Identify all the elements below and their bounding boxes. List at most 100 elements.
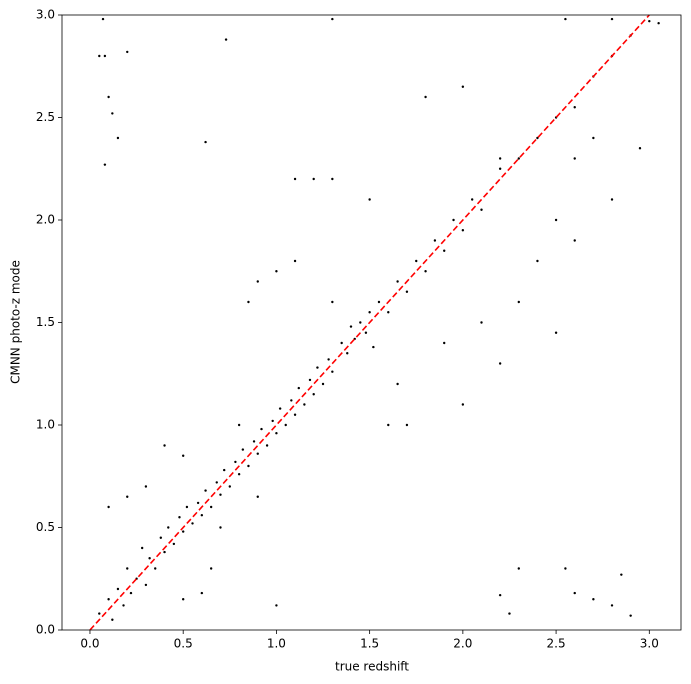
y-tick-label: 2.0 xyxy=(36,213,55,227)
point xyxy=(387,423,390,427)
plot-frame xyxy=(61,14,682,631)
y-tick-label: 0.0 xyxy=(36,623,55,637)
point xyxy=(297,386,300,390)
point xyxy=(592,136,595,140)
point xyxy=(215,481,218,484)
point xyxy=(178,516,181,519)
point xyxy=(331,300,334,304)
point xyxy=(331,177,334,181)
point xyxy=(219,493,222,496)
point xyxy=(209,505,213,509)
point xyxy=(517,300,520,304)
point xyxy=(103,163,107,166)
point xyxy=(234,460,237,464)
point xyxy=(405,290,409,293)
point xyxy=(252,440,256,443)
point xyxy=(265,444,269,447)
point xyxy=(498,593,502,597)
point xyxy=(126,567,129,570)
point xyxy=(256,495,259,498)
point xyxy=(312,177,315,181)
point xyxy=(377,300,381,304)
point xyxy=(247,464,250,468)
point xyxy=(163,550,166,554)
point xyxy=(638,147,642,150)
point xyxy=(237,473,241,476)
point xyxy=(275,270,278,273)
point xyxy=(200,591,204,595)
x-tick-label: 1.5 xyxy=(360,637,379,651)
point xyxy=(290,399,293,402)
point xyxy=(181,530,185,533)
point xyxy=(364,331,368,334)
point xyxy=(148,557,151,560)
point xyxy=(564,17,567,21)
point xyxy=(107,95,110,99)
point xyxy=(554,218,558,222)
point xyxy=(303,403,306,406)
y-tick-label: 1.0 xyxy=(36,418,55,432)
point xyxy=(498,157,502,160)
point xyxy=(443,341,446,345)
point xyxy=(321,382,325,386)
point xyxy=(159,536,163,539)
point xyxy=(126,495,129,498)
point xyxy=(396,382,399,386)
x-tick-label: 1.0 xyxy=(267,637,286,651)
point xyxy=(293,177,297,181)
point xyxy=(657,22,660,25)
point xyxy=(163,444,166,447)
point xyxy=(536,259,539,263)
point xyxy=(424,270,427,273)
point xyxy=(107,598,110,601)
point xyxy=(461,403,465,406)
point xyxy=(237,423,241,427)
x-tick-label: 2.0 xyxy=(453,637,472,651)
point xyxy=(256,280,259,283)
point xyxy=(433,239,437,242)
point xyxy=(129,591,133,595)
point xyxy=(424,95,427,99)
point xyxy=(610,198,614,201)
point xyxy=(196,501,200,505)
y-axis-label: CMNN photo-z mode xyxy=(9,260,23,384)
point xyxy=(228,485,232,488)
x-axis-label: true redshift xyxy=(335,660,409,674)
point xyxy=(181,454,185,457)
point xyxy=(204,489,207,492)
point xyxy=(185,505,189,509)
point xyxy=(349,325,353,328)
point xyxy=(293,259,297,263)
point xyxy=(256,452,259,455)
point xyxy=(648,19,651,23)
point xyxy=(204,140,207,144)
point xyxy=(126,50,129,54)
point xyxy=(480,321,483,324)
point xyxy=(116,136,120,140)
y-tick-label: 3.0 xyxy=(36,8,55,22)
point xyxy=(517,567,520,570)
point xyxy=(122,604,125,607)
point xyxy=(111,112,114,115)
x-tick-label: 0.5 xyxy=(174,637,193,651)
point xyxy=(508,612,511,615)
point xyxy=(167,526,170,529)
point xyxy=(443,249,446,252)
point xyxy=(308,378,312,382)
point xyxy=(284,423,287,427)
point xyxy=(415,259,418,263)
point xyxy=(517,157,520,160)
point xyxy=(200,514,204,517)
point xyxy=(359,321,362,324)
point xyxy=(224,38,228,41)
point xyxy=(346,352,349,355)
point xyxy=(275,432,278,435)
point xyxy=(480,208,483,211)
point xyxy=(327,358,330,361)
point xyxy=(293,413,297,416)
point xyxy=(271,419,274,423)
point xyxy=(461,85,465,88)
point xyxy=(498,362,502,365)
point xyxy=(331,17,334,21)
